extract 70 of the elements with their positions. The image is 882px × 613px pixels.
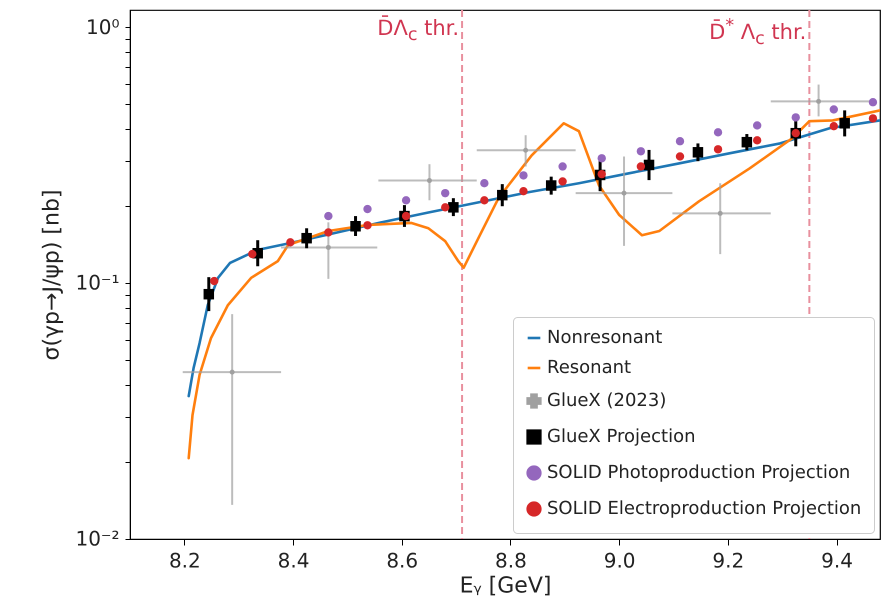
point [301, 232, 312, 244]
point [622, 190, 627, 196]
y-tick-label: 10⁰ [86, 14, 120, 39]
x-tick-label: 8.8 [495, 548, 527, 572]
point [830, 122, 838, 130]
line-series [187, 109, 880, 460]
x-tick-label: 8.4 [278, 548, 310, 572]
point [480, 196, 489, 204]
point [868, 114, 878, 123]
point [558, 162, 567, 171]
legend-label: Resonant [547, 357, 632, 378]
point [519, 171, 528, 180]
point [519, 187, 528, 196]
point [363, 221, 372, 230]
point [868, 98, 878, 106]
legend-label: GlueX Projection [547, 426, 696, 447]
point [598, 154, 606, 162]
point [816, 98, 822, 104]
point [326, 244, 331, 250]
point [441, 188, 450, 198]
point [636, 147, 646, 156]
point [448, 202, 459, 213]
point [204, 288, 214, 300]
point [546, 180, 556, 191]
point [644, 160, 654, 170]
point [480, 179, 489, 188]
point [636, 162, 646, 171]
point [350, 221, 361, 232]
point [598, 170, 606, 178]
point [692, 147, 704, 158]
x-axis-title: Eᵧ [GeV] [460, 574, 552, 598]
legend-label: GlueX (2023) [547, 390, 666, 411]
point [714, 145, 722, 154]
point [742, 136, 752, 148]
point [718, 210, 723, 216]
point [363, 204, 372, 214]
x-tick-label: 8.6 [386, 548, 418, 572]
point [324, 212, 333, 220]
legend-label: SOLID Photoproduction Projection [547, 462, 850, 483]
y-tick-label: 10⁻¹ [75, 270, 120, 295]
point [676, 137, 684, 146]
point [324, 228, 333, 237]
y-tick-label: 10⁻² [75, 526, 120, 550]
x-tick-label: 9.2 [712, 548, 744, 572]
point [558, 177, 567, 186]
ref-line-label: D̄Λ$_{c}$ thr. [377, 16, 460, 46]
x-tick-label: 8.2 [168, 548, 201, 572]
point [792, 113, 800, 122]
legend-label: Nonresonant [547, 327, 662, 348]
ref-line-label: D̄$^{*}$ Λ$_{c}$ thr. [709, 16, 806, 50]
point [714, 128, 722, 136]
point [248, 250, 256, 258]
point [497, 190, 508, 200]
point [676, 152, 684, 161]
point [523, 148, 528, 153]
point [210, 276, 218, 286]
point [426, 178, 432, 184]
point [752, 121, 762, 130]
point [286, 238, 295, 247]
point [839, 118, 850, 129]
point [402, 196, 410, 204]
y-axis-title: σ(γp→J/ψp) [nb] [39, 190, 64, 360]
point [230, 370, 235, 375]
x-tick-label: 9.4 [821, 548, 853, 572]
point [752, 136, 762, 144]
legend-label: SOLID Electroproduction Projection [547, 498, 862, 519]
point [402, 212, 410, 220]
x-tick-label: 9.0 [604, 548, 636, 572]
point [830, 105, 838, 114]
point [441, 203, 450, 212]
